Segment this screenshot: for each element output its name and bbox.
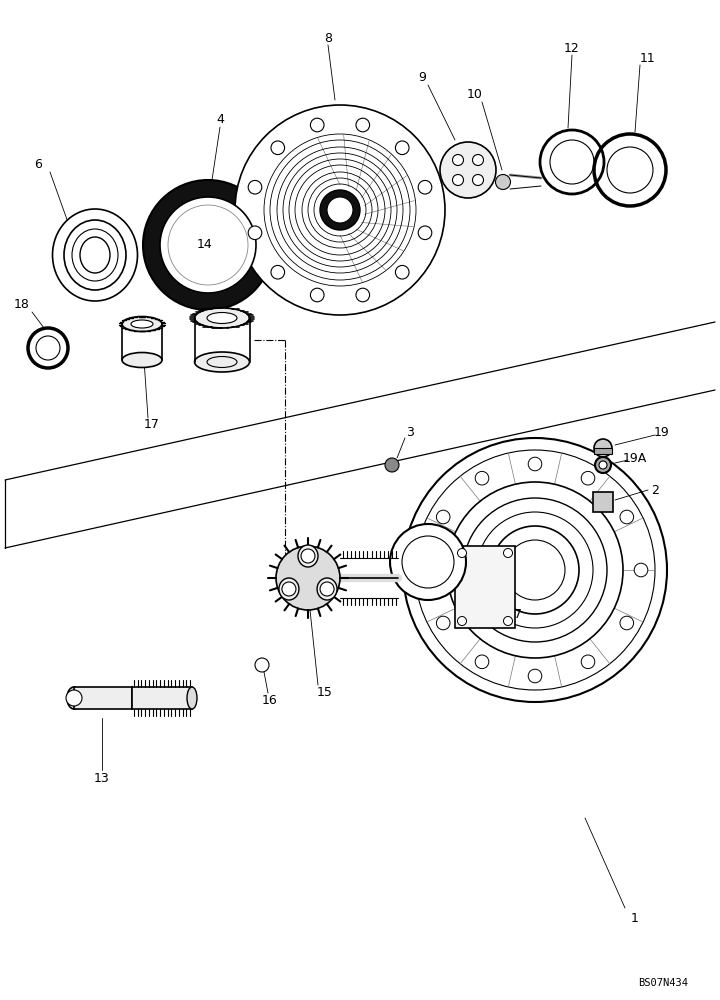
Ellipse shape — [122, 316, 162, 332]
Text: 11: 11 — [640, 51, 656, 64]
Ellipse shape — [317, 578, 337, 600]
Text: 12: 12 — [564, 41, 580, 54]
Circle shape — [320, 582, 334, 596]
Ellipse shape — [122, 353, 162, 367]
Circle shape — [422, 563, 436, 577]
Circle shape — [356, 118, 369, 132]
Circle shape — [472, 154, 484, 165]
Circle shape — [255, 658, 269, 672]
Circle shape — [457, 616, 467, 626]
Circle shape — [276, 546, 340, 610]
Circle shape — [581, 655, 595, 669]
Bar — [593, 492, 613, 512]
Text: 9: 9 — [418, 71, 426, 84]
Text: 3: 3 — [406, 426, 414, 438]
Text: 1: 1 — [631, 912, 639, 924]
Circle shape — [143, 180, 273, 310]
Text: 14: 14 — [197, 238, 213, 251]
Circle shape — [310, 288, 324, 302]
Circle shape — [310, 118, 324, 132]
Ellipse shape — [207, 312, 237, 324]
Circle shape — [403, 438, 667, 702]
Circle shape — [327, 197, 353, 223]
Circle shape — [436, 510, 450, 524]
Circle shape — [472, 174, 484, 185]
Text: 13: 13 — [94, 772, 110, 784]
Circle shape — [271, 141, 284, 155]
Bar — [132, 687, 192, 709]
Circle shape — [66, 690, 82, 706]
Text: 15: 15 — [317, 686, 333, 698]
Circle shape — [320, 190, 360, 230]
Circle shape — [620, 616, 634, 630]
Ellipse shape — [187, 687, 197, 709]
Bar — [594, 448, 612, 454]
Circle shape — [452, 154, 464, 165]
Text: 4: 4 — [216, 113, 224, 126]
Circle shape — [503, 616, 513, 626]
Text: BS07N434: BS07N434 — [638, 978, 688, 988]
Circle shape — [581, 471, 595, 485]
Ellipse shape — [80, 237, 110, 273]
Circle shape — [599, 461, 607, 469]
Circle shape — [436, 616, 450, 630]
Text: 6: 6 — [34, 158, 42, 172]
Circle shape — [248, 226, 262, 240]
Circle shape — [395, 141, 409, 155]
Circle shape — [475, 655, 489, 669]
Circle shape — [160, 197, 256, 293]
Circle shape — [594, 439, 612, 457]
Text: 18: 18 — [14, 298, 30, 312]
Text: 2: 2 — [651, 484, 659, 497]
Circle shape — [390, 524, 466, 600]
Circle shape — [271, 265, 284, 279]
Circle shape — [282, 582, 296, 596]
Circle shape — [457, 548, 467, 558]
Circle shape — [248, 180, 262, 194]
Circle shape — [452, 174, 464, 185]
Ellipse shape — [298, 545, 318, 567]
Circle shape — [395, 265, 409, 279]
Circle shape — [475, 471, 489, 485]
Text: 17: 17 — [144, 418, 160, 432]
Circle shape — [495, 174, 510, 190]
Ellipse shape — [67, 687, 81, 709]
Circle shape — [235, 105, 445, 315]
Ellipse shape — [53, 209, 138, 301]
Circle shape — [440, 142, 496, 198]
Circle shape — [528, 669, 541, 683]
Text: 19: 19 — [654, 426, 670, 438]
Text: 16: 16 — [262, 694, 278, 706]
Circle shape — [634, 563, 648, 577]
Text: 7: 7 — [514, 608, 522, 621]
Circle shape — [356, 288, 369, 302]
Ellipse shape — [64, 220, 126, 290]
Text: 10: 10 — [467, 88, 483, 101]
Circle shape — [620, 510, 634, 524]
Text: 8: 8 — [324, 32, 332, 45]
Bar — [455, 546, 515, 628]
Bar — [74, 687, 132, 709]
Ellipse shape — [72, 229, 118, 281]
Text: 19A: 19A — [623, 452, 647, 464]
Ellipse shape — [279, 578, 299, 600]
Ellipse shape — [194, 352, 250, 372]
Circle shape — [418, 226, 432, 240]
Circle shape — [595, 457, 611, 473]
Circle shape — [503, 548, 513, 558]
Circle shape — [418, 180, 432, 194]
Circle shape — [528, 457, 541, 471]
Ellipse shape — [194, 308, 250, 328]
Circle shape — [385, 458, 399, 472]
Ellipse shape — [131, 320, 153, 328]
Circle shape — [301, 549, 315, 563]
